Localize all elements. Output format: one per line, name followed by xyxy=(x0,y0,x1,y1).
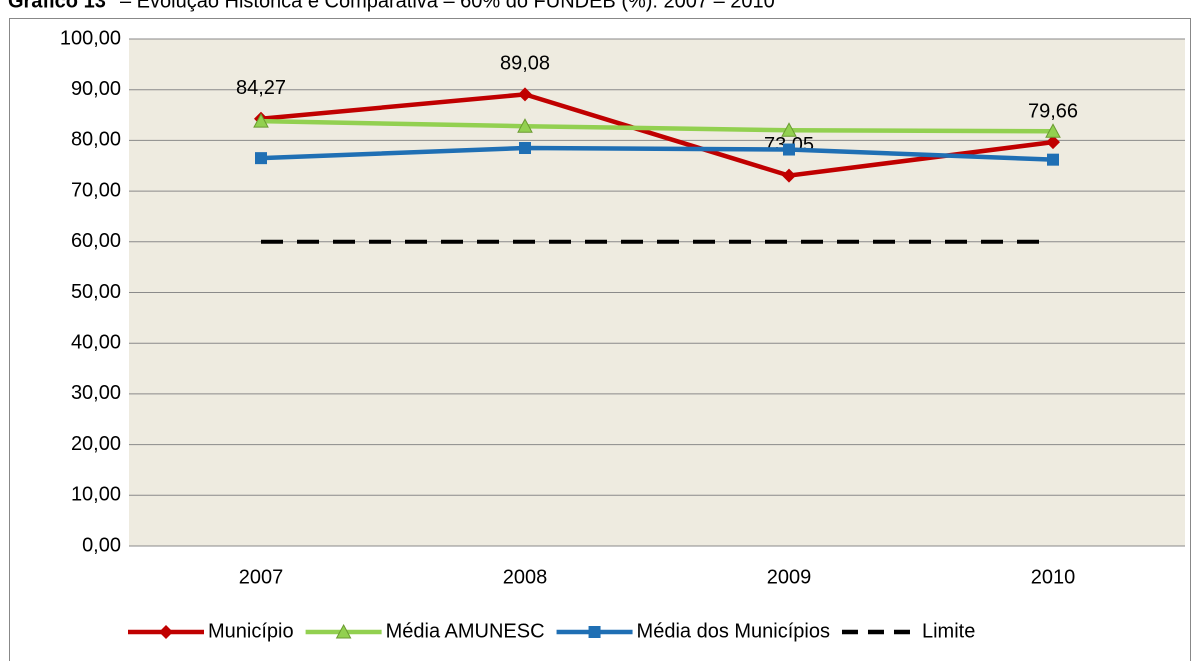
marker xyxy=(782,168,796,183)
y-tick-label: 40,00 xyxy=(71,331,121,353)
x-tick-label: 2010 xyxy=(1031,566,1076,588)
y-tick-label: 70,00 xyxy=(71,179,121,201)
marker xyxy=(253,113,269,128)
y-tick-label: 10,00 xyxy=(71,484,121,506)
marker xyxy=(255,152,267,165)
chart-title: – Evolução Histórica e Comparativa – 60%… xyxy=(120,0,775,12)
series-line xyxy=(260,145,1054,162)
marker xyxy=(1046,135,1060,150)
y-tick-label: 50,00 xyxy=(71,281,121,303)
y-tick-label: 20,00 xyxy=(71,433,121,455)
series-line xyxy=(260,92,1054,178)
legend-marker xyxy=(159,625,173,639)
y-tick-label: 90,00 xyxy=(71,78,121,100)
title-label: Gráfico 13 xyxy=(8,0,106,12)
series-line xyxy=(260,118,1054,134)
marker xyxy=(1045,123,1061,138)
marker xyxy=(519,142,531,155)
y-tick-label: 80,00 xyxy=(71,129,121,151)
x-tick-label: 2008 xyxy=(503,566,548,588)
y-tick-label: 0,00 xyxy=(82,534,121,556)
legend-label: Média AMUNESC xyxy=(386,620,545,642)
legend-label: Limite xyxy=(922,620,975,642)
marker xyxy=(783,143,795,156)
data-label: 84,27 xyxy=(236,77,286,99)
x-tick-label: 2009 xyxy=(767,566,812,588)
marker xyxy=(1047,153,1059,166)
marker xyxy=(518,87,532,102)
marker xyxy=(781,122,797,137)
legend-label: Município xyxy=(208,620,294,642)
marker xyxy=(517,118,533,133)
data-label: 79,66 xyxy=(1028,100,1078,122)
legend-label: Média dos Municípios xyxy=(637,620,830,642)
y-tick-label: 100,00 xyxy=(60,27,121,49)
legend-marker xyxy=(335,623,352,639)
data-label: 89,08 xyxy=(500,53,550,75)
legend-marker xyxy=(588,626,601,638)
y-tick-label: 60,00 xyxy=(71,230,121,252)
x-tick-label: 2007 xyxy=(239,566,284,588)
y-tick-label: 30,00 xyxy=(71,382,121,404)
